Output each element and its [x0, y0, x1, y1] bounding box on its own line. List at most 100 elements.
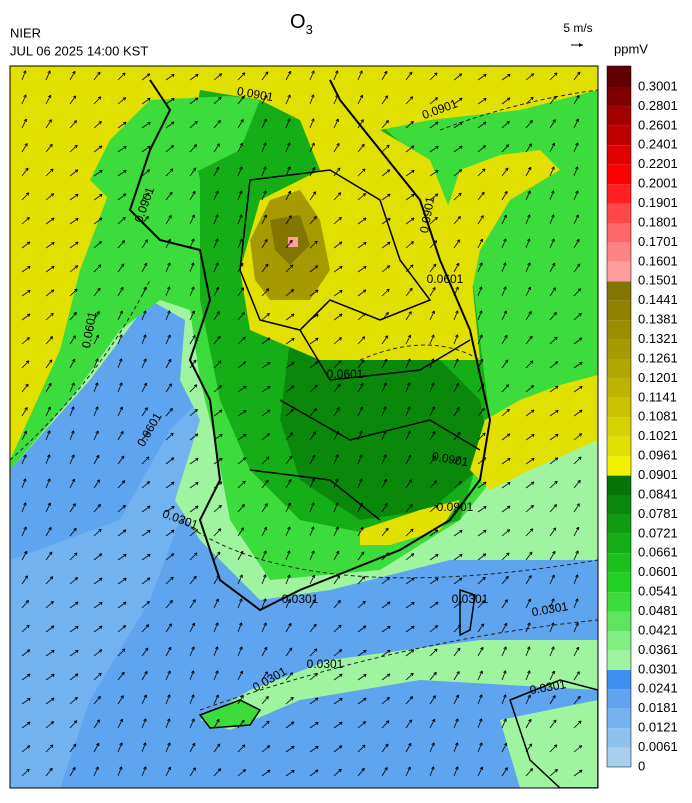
- wind-arrow: [333, 673, 343, 681]
- wind-arrow: [21, 407, 28, 417]
- wind-arrow: [165, 457, 175, 465]
- wind-arrow-head: [479, 286, 483, 290]
- wind-arrow: [477, 600, 485, 609]
- wind-arrow-head: [311, 70, 315, 74]
- wind-arrow-head: [339, 313, 343, 317]
- wind-arrow: [309, 502, 315, 513]
- wind-arrow: [237, 622, 243, 633]
- wind-arrow: [165, 215, 172, 225]
- wind-arrow-head: [551, 190, 555, 194]
- wind-arrow-head: [98, 121, 102, 125]
- wind-arrow-head: [578, 337, 583, 341]
- wind-arrow-head: [505, 575, 509, 580]
- wind-arrow: [21, 289, 31, 297]
- wind-arrow-head: [362, 600, 366, 605]
- wind-arrow: [453, 601, 462, 609]
- wind-arrow: [477, 457, 487, 465]
- wind-arrow: [405, 528, 414, 537]
- wind-arrow: [141, 601, 150, 609]
- wind-arrow-head: [192, 335, 196, 339]
- wind-arrow: [237, 166, 243, 177]
- wind-arrow-head: [459, 97, 463, 102]
- wind-arrow: [477, 334, 483, 345]
- wind-arrow: [69, 193, 79, 201]
- wind-arrow-head: [217, 119, 221, 124]
- wind-arrow: [285, 672, 293, 681]
- wind-arrow: [93, 169, 103, 177]
- wind-arrow: [261, 142, 267, 153]
- wind-arrow: [213, 694, 219, 705]
- wind-arrow-head: [407, 406, 411, 410]
- wind-arrow: [45, 312, 54, 321]
- wind-arrow: [213, 262, 219, 273]
- wind-arrow-head: [505, 144, 510, 148]
- wind-arrow-head: [169, 168, 174, 172]
- wind-arrow-head: [264, 71, 269, 75]
- wind-arrow: [333, 600, 341, 609]
- wind-arrow-head: [122, 625, 127, 629]
- wind-arrow-head: [575, 526, 580, 531]
- wind-arrow-head: [385, 312, 389, 316]
- wind-arrow-head: [337, 192, 342, 196]
- wind-arrow: [93, 382, 99, 393]
- wind-arrow-head: [26, 624, 30, 629]
- wind-arrow-head: [383, 454, 387, 458]
- wind-arrow: [501, 742, 508, 753]
- wind-arrow-head: [194, 529, 199, 533]
- wind-arrow: [117, 695, 124, 705]
- wind-arrow-head: [191, 694, 195, 698]
- wind-arrow: [117, 310, 123, 321]
- wind-arrow: [213, 457, 223, 465]
- wind-arrow: [573, 503, 580, 513]
- wind-arrow: [429, 382, 435, 393]
- wind-arrow: [501, 767, 508, 777]
- wind-arrow-head: [434, 216, 438, 221]
- wind-arrow-head: [482, 432, 486, 437]
- wind-arrow: [141, 505, 151, 513]
- wind-arrow: [477, 432, 486, 441]
- wind-arrow-head: [434, 193, 439, 197]
- wind-arrow: [237, 744, 246, 753]
- wind-arrow-head: [74, 673, 79, 677]
- wind-arrow: [573, 142, 579, 153]
- wind-arrow: [477, 145, 486, 153]
- wind-arrow: [285, 313, 295, 321]
- wind-arrow-head: [147, 529, 151, 534]
- wind-arrow-head: [191, 238, 195, 242]
- colorbar-label: 0.1201: [638, 370, 678, 385]
- wind-arrow-head: [170, 576, 174, 581]
- wind-arrow-head: [95, 430, 99, 434]
- wind-arrow: [357, 143, 365, 153]
- wind-arrow: [549, 312, 557, 321]
- wind-arrow: [141, 192, 150, 201]
- wind-arrow-head: [242, 336, 246, 341]
- wind-arrow: [453, 505, 463, 513]
- wind-arrow: [405, 264, 414, 273]
- wind-arrow-head: [215, 598, 219, 603]
- wind-arrow-head: [74, 696, 78, 701]
- wind-arrow: [189, 409, 198, 417]
- wind-arrow-head: [431, 742, 435, 746]
- wind-arrow: [69, 95, 77, 105]
- wind-arrow: [357, 430, 363, 441]
- wind-arrow-head: [167, 718, 171, 722]
- wind-arrow-head: [459, 145, 463, 150]
- wind-arrow-head: [386, 169, 391, 173]
- wind-arrow: [165, 334, 171, 345]
- wind-arrow-head: [167, 262, 171, 266]
- wind-arrow-head: [531, 457, 535, 462]
- wind-arrow: [45, 265, 55, 273]
- wind-arrow: [285, 361, 295, 369]
- wind-arrow-head: [291, 745, 295, 750]
- wind-arrow-head: [411, 193, 415, 198]
- wind-arrow-head: [383, 382, 387, 386]
- wind-arrow: [573, 696, 581, 705]
- wind-arrow: [45, 359, 53, 369]
- wind-arrow-head: [147, 97, 151, 102]
- wind-arrow-head: [239, 598, 243, 602]
- wind-arrow-head: [311, 142, 315, 146]
- wind-arrow: [357, 265, 367, 273]
- wind-arrow-head: [25, 167, 29, 172]
- wind-arrow: [285, 142, 291, 153]
- wind-arrow-head: [143, 718, 147, 722]
